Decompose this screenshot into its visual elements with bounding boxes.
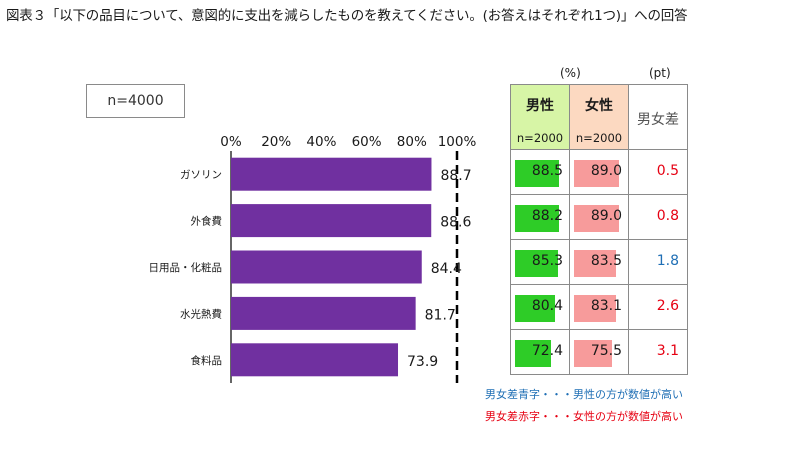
- diff-cell: 3.1: [628, 329, 688, 375]
- female-cell: 89.0: [569, 194, 629, 240]
- category-label: 食料品: [191, 354, 223, 367]
- bar: [231, 343, 399, 377]
- table-row: 80.4 83.1 2.6: [510, 284, 688, 330]
- diff-value: 0.5: [656, 163, 679, 179]
- bar: [231, 250, 422, 284]
- bar: [231, 157, 432, 191]
- sample-size-box: n=4000: [86, 84, 185, 118]
- male-bar: [515, 205, 560, 232]
- female-value: 89.0: [590, 208, 622, 224]
- unit-percent: (%): [560, 66, 581, 80]
- female-bar: [574, 160, 619, 187]
- diff-cell: 1.8: [628, 239, 688, 285]
- bar: [231, 204, 432, 238]
- male-value: 85.3: [531, 253, 563, 269]
- diff-value: 2.6: [656, 298, 679, 314]
- bar: [231, 296, 416, 330]
- male-bar: [515, 340, 552, 367]
- female-value: 89.0: [590, 163, 622, 179]
- male-bar: [515, 250, 558, 277]
- male-value: 80.4: [531, 298, 563, 314]
- male-cell: 88.5: [510, 149, 570, 195]
- gender-table: 男性 n=2000 女性 n=2000 男女差 88.5 89.0 0.5 88.2 8…: [510, 84, 688, 375]
- legend-blue: 男女差青字・・・男性の方が数値が高い: [485, 388, 683, 401]
- female-bar: [574, 250, 616, 277]
- x-tick-label: 60%: [352, 134, 382, 150]
- table-row: 85.3 83.5 1.8: [510, 239, 688, 285]
- table-row: 88.2 89.0 0.8: [510, 194, 688, 240]
- male-cell: 80.4: [510, 284, 570, 330]
- male-cell: 88.2: [510, 194, 570, 240]
- bar-value-label: 73.9: [407, 354, 438, 370]
- bar-value-label: 88.7: [440, 168, 471, 184]
- diff-value: 0.8: [656, 208, 679, 224]
- female-n: n=2000: [575, 131, 623, 145]
- male-value: 88.2: [531, 208, 563, 224]
- x-tick-label: 100%: [438, 134, 477, 150]
- table-row: 88.5 89.0 0.5: [510, 149, 688, 195]
- male-bar: [515, 295, 556, 322]
- category-label: 外食費: [191, 215, 223, 228]
- category-label: ガソリン: [180, 169, 222, 181]
- diff-header: 男女差: [628, 84, 688, 150]
- male-value: 88.5: [531, 163, 563, 179]
- diff-label: 男女差: [637, 112, 679, 128]
- female-bar: [574, 340, 612, 367]
- table-row: 72.4 75.5 3.1: [510, 329, 688, 375]
- legend-red: 男女差赤字・・・女性の方が数値が高い: [485, 410, 683, 423]
- female-value: 75.5: [590, 343, 622, 359]
- x-tick-label: 80%: [397, 134, 427, 150]
- female-cell: 83.5: [569, 239, 629, 285]
- diff-cell: 0.5: [628, 149, 688, 195]
- female-value: 83.1: [590, 298, 622, 314]
- category-label: 水光熱費: [180, 307, 222, 320]
- diff-cell: 0.8: [628, 194, 688, 240]
- female-label: 女性: [585, 98, 613, 114]
- male-value: 72.4: [531, 343, 563, 359]
- x-tick-label: 0%: [220, 134, 242, 150]
- diff-value: 3.1: [656, 343, 679, 359]
- male-bar: [515, 160, 560, 187]
- female-value: 83.5: [590, 253, 622, 269]
- male-cell: 72.4: [510, 329, 570, 375]
- category-label: 日用品・化粧品: [149, 261, 223, 274]
- male-header: 男性 n=2000: [510, 84, 570, 150]
- male-n: n=2000: [516, 131, 564, 145]
- x-tick-label: 20%: [261, 134, 291, 150]
- female-header: 女性 n=2000: [569, 84, 629, 150]
- bar-value-label: 88.6: [440, 215, 471, 231]
- female-bar: [574, 295, 616, 322]
- female-bar: [574, 205, 619, 232]
- male-cell: 85.3: [510, 239, 570, 285]
- bar-value-label: 81.7: [425, 307, 456, 323]
- unit-point: (pt): [649, 66, 671, 80]
- diff-cell: 2.6: [628, 284, 688, 330]
- chart-title: 図表３「以下の品目について、意図的に支出を減らしたものを教えてください。(お答え…: [6, 8, 688, 24]
- diff-value: 1.8: [656, 253, 679, 269]
- bar-value-label: 84.4: [431, 261, 462, 277]
- x-tick-label: 40%: [306, 134, 336, 150]
- female-cell: 75.5: [569, 329, 629, 375]
- female-cell: 89.0: [569, 149, 629, 195]
- male-label: 男性: [526, 98, 554, 114]
- female-cell: 83.1: [569, 284, 629, 330]
